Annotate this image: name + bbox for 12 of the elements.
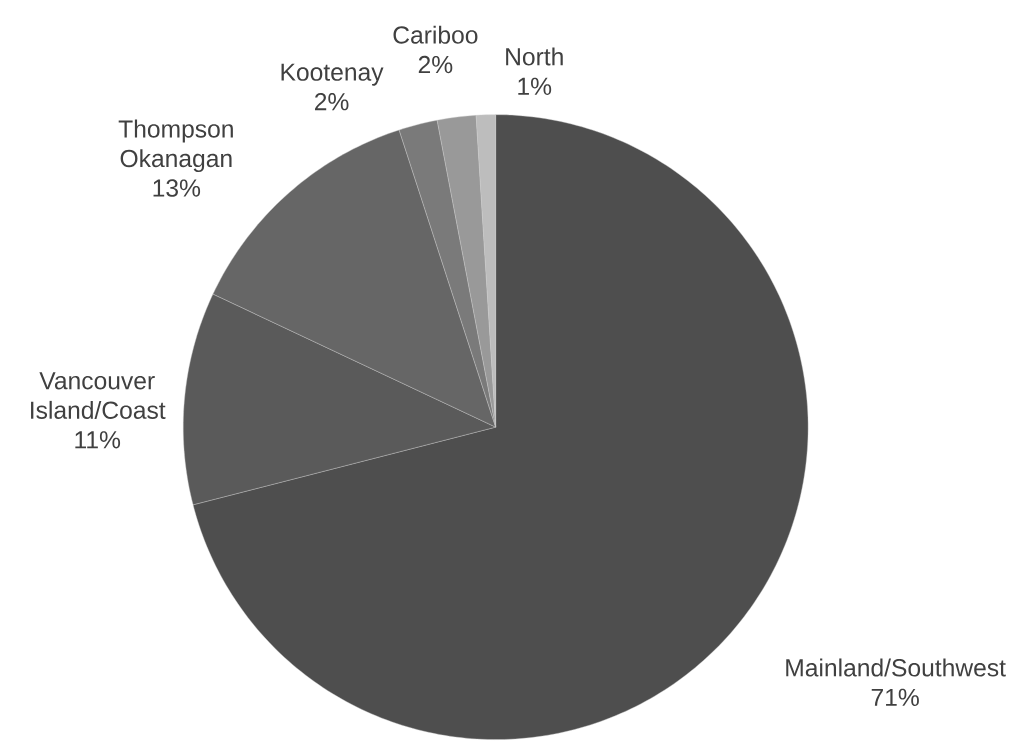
data-label: 2%: [418, 56, 453, 74]
slice-label: North: [506, 47, 563, 66]
data-label: 11%: [75, 431, 121, 449]
data-label: 2%: [314, 93, 349, 111]
slice-label: Cariboo: [393, 25, 478, 44]
slice-label: Mainland/Southwest: [786, 658, 1006, 677]
slice-label: Vancouver Island/Coast: [31, 372, 166, 420]
data-label: 13%: [153, 179, 201, 198]
data-label: 1%: [518, 77, 552, 96]
slice-label: Thompson Okanagan: [118, 119, 233, 173]
slice-label: Kootenay: [281, 63, 384, 86]
data-label: 71%: [871, 689, 919, 707]
